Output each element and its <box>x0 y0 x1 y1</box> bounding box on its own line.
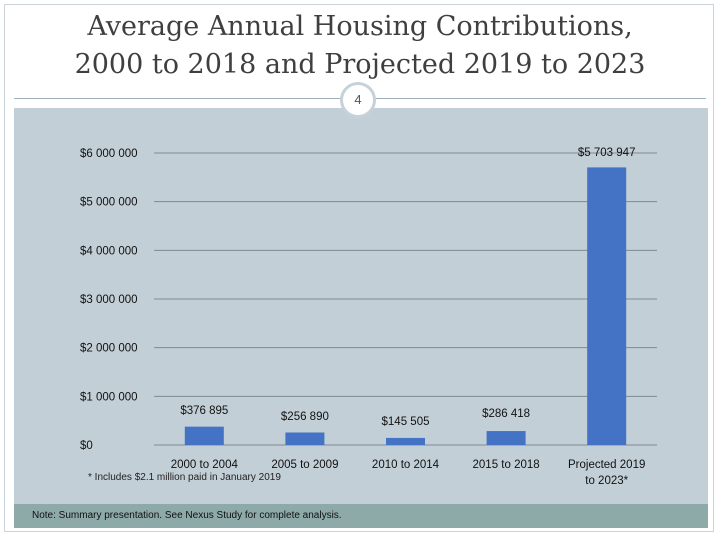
y-tick-label: $2 000 000 <box>80 343 138 355</box>
chart-footnote: * Includes $2.1 million paid in January … <box>88 472 281 483</box>
slide-title: Average Annual Housing Contributions, 20… <box>0 8 720 84</box>
x-tick-label: Projected 2019 to 2023* <box>568 459 645 487</box>
data-label: $376 895 <box>180 405 228 417</box>
slide-frame <box>4 4 714 532</box>
x-tick-label: 2015 to 2018 <box>473 459 540 471</box>
chart-area: $0 $1 000 000 $2 000 000 $3 000 000 $4 000 0… <box>14 108 708 528</box>
bar <box>184 426 224 445</box>
x-tick-label: 2000 to 2004 <box>171 459 239 471</box>
y-tick-label: $5 000 000 <box>80 197 138 209</box>
x-tick-label: 2010 to 2014 <box>372 459 440 471</box>
bar <box>587 167 627 446</box>
slide-title-line-2: 2000 to 2018 and Projected 2019 to 2023 <box>74 49 646 80</box>
note-text: Note: Summary presentation. See Nexus St… <box>32 510 342 521</box>
bar <box>486 431 526 445</box>
y-tick-label: $3 000 000 <box>80 294 138 306</box>
note-bar: Note: Summary presentation. See Nexus St… <box>14 504 708 528</box>
x-tick-label: 2005 to 2009 <box>271 459 338 471</box>
data-label: $5 703 947 <box>578 147 636 159</box>
data-label: $286 418 <box>482 408 530 420</box>
y-tick-label: $0 <box>80 440 93 452</box>
slide-number: 4 <box>340 82 376 118</box>
data-label: $256 890 <box>281 411 329 423</box>
data-label: $145 505 <box>382 416 430 428</box>
y-tick-label: $4 000 000 <box>80 245 138 257</box>
y-tick-label: $1 000 000 <box>80 391 138 403</box>
slide-title-line-1: Average Annual Housing Contributions, <box>87 11 633 42</box>
y-tick-label: $6 000 000 <box>80 148 138 160</box>
bar-chart: $0 $1 000 000 $2 000 000 $3 000 000 $4 000 0… <box>80 147 657 487</box>
bar <box>386 437 425 445</box>
bar <box>285 432 325 445</box>
